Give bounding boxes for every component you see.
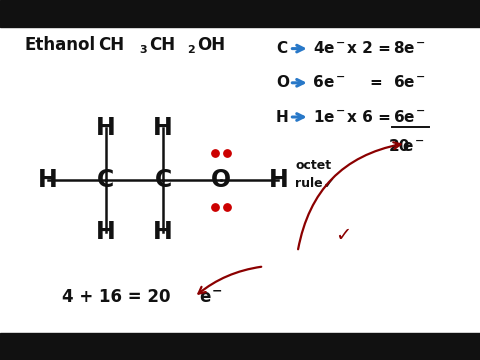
Text: H: H — [153, 116, 173, 140]
Text: ✓: ✓ — [335, 226, 351, 245]
Text: C: C — [155, 168, 172, 192]
Bar — [0, 0, 480, 27]
Text: C: C — [276, 41, 287, 56]
Text: OH: OH — [197, 36, 225, 54]
Text: x 6 =: x 6 = — [347, 109, 391, 125]
Text: octet: octet — [295, 159, 331, 172]
Text: e: e — [323, 75, 334, 90]
Text: CH: CH — [149, 36, 175, 54]
Text: −: − — [415, 136, 424, 146]
Text: −: − — [336, 106, 345, 116]
Text: 8: 8 — [394, 41, 404, 56]
Text: −: − — [212, 285, 222, 298]
Text: 6: 6 — [394, 109, 404, 125]
Point — [211, 150, 218, 156]
Text: 1: 1 — [313, 109, 324, 125]
Text: rule: rule — [295, 177, 323, 190]
Text: −: − — [416, 38, 425, 48]
Text: e: e — [199, 288, 211, 306]
Text: e: e — [323, 109, 334, 125]
Text: 20: 20 — [389, 139, 410, 154]
Text: H: H — [38, 168, 58, 192]
Text: C: C — [97, 168, 114, 192]
Bar — [0, 333, 480, 360]
Text: H: H — [268, 168, 288, 192]
Text: H: H — [96, 220, 116, 244]
Text: −: − — [416, 106, 425, 116]
Text: H: H — [276, 109, 289, 125]
Text: 4 + 16 = 20: 4 + 16 = 20 — [62, 288, 171, 306]
Text: H: H — [96, 116, 116, 140]
Text: −: − — [336, 38, 345, 48]
Point — [223, 150, 231, 156]
Text: O: O — [211, 168, 231, 192]
Text: e: e — [323, 41, 334, 56]
Text: ✓: ✓ — [323, 176, 336, 191]
Text: x 2 =: x 2 = — [347, 41, 391, 56]
Text: 6: 6 — [394, 75, 404, 90]
Text: 4: 4 — [313, 41, 324, 56]
Text: e: e — [402, 139, 413, 154]
Text: CH: CH — [98, 36, 124, 54]
Text: 6: 6 — [313, 75, 324, 90]
Text: O: O — [276, 75, 289, 90]
Text: e: e — [403, 109, 414, 125]
Text: =: = — [370, 75, 383, 90]
Text: −: − — [416, 72, 425, 82]
Text: 3: 3 — [139, 45, 147, 55]
Point — [223, 204, 231, 210]
Text: 2: 2 — [187, 45, 195, 55]
Text: H: H — [153, 220, 173, 244]
Text: e: e — [403, 75, 414, 90]
Text: Ethanol: Ethanol — [24, 36, 95, 54]
Text: −: − — [336, 72, 345, 82]
Point — [211, 204, 218, 210]
Text: e: e — [403, 41, 414, 56]
